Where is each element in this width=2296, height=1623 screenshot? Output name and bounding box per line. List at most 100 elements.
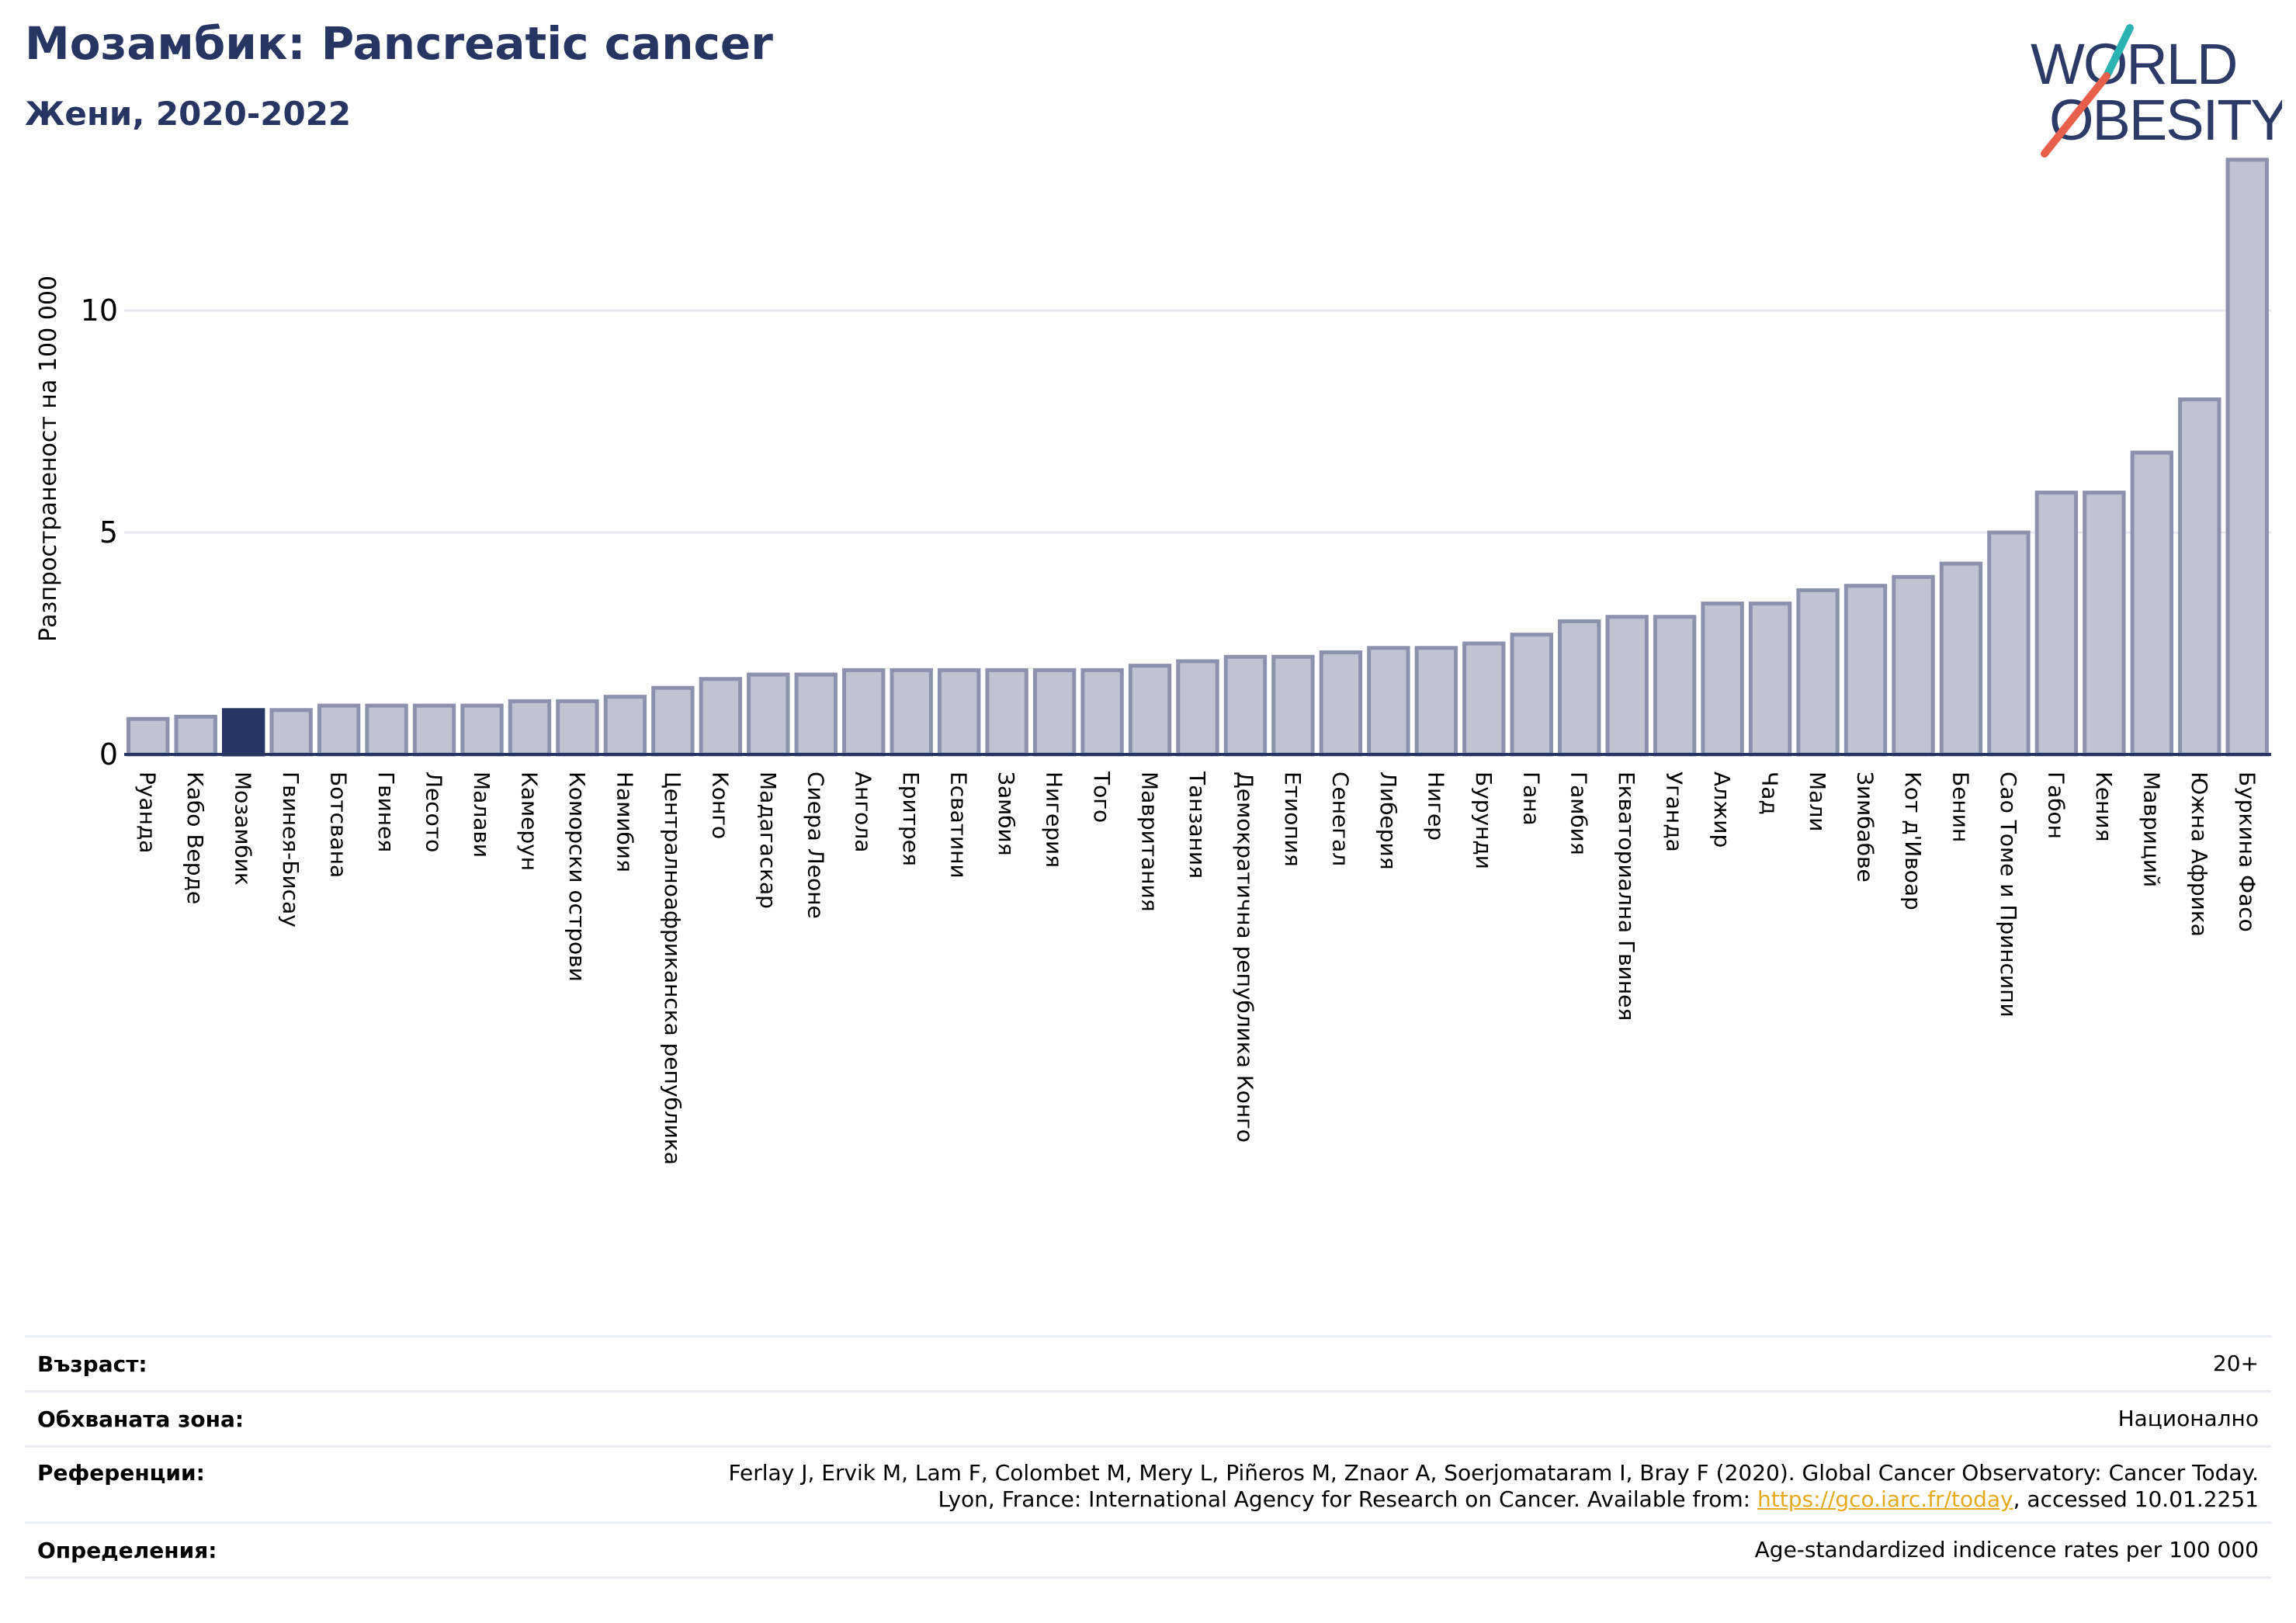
x-tick-label: Кения bbox=[2091, 772, 2117, 841]
definitions-value: Age-standardized indicence rates per 100… bbox=[1754, 1537, 2259, 1562]
x-tick-label: Мавриций bbox=[2138, 772, 2164, 887]
x-tick-label: Кабо Верде bbox=[182, 772, 208, 904]
info-row-age: Възраст: 20+ bbox=[25, 1335, 2271, 1390]
bar bbox=[556, 699, 599, 757]
x-tick-label: Мавритания bbox=[1137, 772, 1163, 912]
definitions-label: Определения: bbox=[37, 1537, 217, 1563]
logo-word-world: WORLD bbox=[2031, 32, 2236, 96]
logo-slash-teal bbox=[2103, 24, 2134, 80]
x-tick-label: Южна Африка bbox=[2187, 772, 2212, 937]
bar bbox=[1558, 619, 1601, 757]
gridlines bbox=[124, 309, 2271, 534]
bar bbox=[508, 699, 552, 757]
bar bbox=[412, 703, 456, 757]
x-tick-label: Етиопия bbox=[1280, 772, 1306, 867]
bar bbox=[2178, 397, 2221, 757]
area-label: Обхваната зона: bbox=[37, 1406, 245, 1432]
x-tick-label: Камерун bbox=[516, 772, 542, 871]
x-tick-label: Гвинея bbox=[373, 772, 399, 852]
x-tick-label: Алжир bbox=[1709, 772, 1735, 848]
bar bbox=[1271, 654, 1315, 757]
x-tick-label: Бенин bbox=[1947, 772, 1973, 842]
x-tick-label: Мали bbox=[1805, 772, 1830, 831]
x-tick-label: Мадагаскар bbox=[755, 772, 781, 909]
bar bbox=[651, 685, 695, 757]
chart-subtitle: Жени, 2020-2022 bbox=[25, 95, 352, 133]
age-label: Възраст: bbox=[37, 1351, 147, 1377]
x-tick-label: Конго bbox=[707, 772, 733, 839]
x-axis-ticks: Руанда Кабо Верде Мозамбик Гвинея-Бисау Ботс… bbox=[135, 771, 2260, 1165]
info-row-definitions: Определения: Age-standardized indicence … bbox=[25, 1521, 2271, 1579]
bar-chart: 0 5 10 Руанда Кабо Верде Мозамбик Гвинея-Биса… bbox=[35, 158, 2271, 1165]
x-tick-label: Сиера Леоне bbox=[803, 772, 828, 919]
x-tick-label: Замбия bbox=[994, 772, 1019, 856]
x-tick-label: Сенегал bbox=[1327, 772, 1353, 866]
info-row-area: Обхваната зона: Национално bbox=[25, 1390, 2271, 1445]
x-tick-label: Кот д'Ивоар bbox=[1900, 772, 1926, 910]
x-tick-label: Еритрея bbox=[898, 772, 924, 866]
x-tick-label: Габон bbox=[2043, 772, 2069, 839]
references-line-1: Ferlay J, Ervik M, Lam F, Colombet M, Me… bbox=[728, 1460, 2259, 1486]
x-tick-label: Бурунди bbox=[1471, 772, 1497, 869]
bar bbox=[794, 672, 838, 757]
x-tick-label: Есватини bbox=[946, 772, 972, 879]
references-label: Референции: bbox=[37, 1460, 205, 1486]
x-tick-label: Мозамбик bbox=[231, 772, 256, 886]
x-tick-label: Малави bbox=[469, 772, 494, 858]
y-tick-label: 5 bbox=[99, 515, 118, 550]
bar-highlighted bbox=[221, 708, 265, 757]
x-tick-label: Екваториална Гвинея bbox=[1614, 772, 1639, 1021]
bar bbox=[1843, 584, 1888, 757]
x-tick-label: Намибия bbox=[612, 772, 637, 872]
bar bbox=[1462, 641, 1506, 757]
bar bbox=[2225, 158, 2269, 757]
x-tick-label: Либерия bbox=[1375, 772, 1401, 870]
x-tick-label: Зимбабве bbox=[1853, 772, 1878, 883]
x-tick-label: Гвинея-Бисау bbox=[278, 772, 303, 928]
bar bbox=[1128, 664, 1172, 757]
x-tick-label: Ангола bbox=[851, 772, 876, 852]
bar bbox=[1892, 574, 1935, 757]
bar bbox=[1319, 650, 1363, 757]
x-tick-label: Демократична република Конго bbox=[1232, 772, 1257, 1143]
world-obesity-logo: WORLD OBESITY bbox=[2031, 24, 2282, 158]
bar bbox=[174, 714, 217, 757]
bar bbox=[603, 695, 647, 757]
bar bbox=[1223, 654, 1268, 757]
chart-title: Мозамбик: Pancreatic cancer bbox=[25, 17, 773, 70]
x-tick-label: Гана bbox=[1518, 772, 1544, 826]
bar bbox=[1987, 530, 2031, 757]
x-tick-label: Гамбия bbox=[1566, 772, 1592, 855]
bar bbox=[2083, 491, 2126, 757]
references-line-2-prefix: Lyon, France: International Agency for R… bbox=[938, 1486, 1757, 1512]
info-table: Възраст: 20+ Обхваната зона: Национално … bbox=[25, 1335, 2271, 1579]
bar bbox=[1176, 659, 1219, 757]
y-tick-label: 10 bbox=[81, 293, 118, 328]
x-tick-label: Танзания bbox=[1184, 771, 1210, 879]
y-axis-label: Разпространеност на 100 000 bbox=[35, 276, 62, 642]
bar bbox=[1367, 646, 1410, 757]
bar bbox=[699, 677, 743, 757]
x-tick-label: Централноафриканска република bbox=[660, 772, 685, 1165]
x-tick-label: Того bbox=[1089, 771, 1115, 823]
bar bbox=[2130, 450, 2174, 757]
info-row-references: Референции: Ferlay J, Ervik M, Lam F, Co… bbox=[25, 1445, 2271, 1521]
bar bbox=[269, 708, 313, 757]
bar bbox=[937, 668, 981, 757]
x-tick-label: Нигер bbox=[1423, 772, 1448, 841]
logo-slash-coral bbox=[2041, 72, 2110, 158]
references-link[interactable]: https://gco.iarc.fr/today bbox=[1757, 1486, 2013, 1512]
bar bbox=[1414, 646, 1458, 757]
x-tick-label: Руанда bbox=[135, 772, 161, 853]
bar bbox=[365, 703, 408, 757]
x-tick-label: Коморски острови bbox=[564, 772, 590, 982]
references-value: Ferlay J, Ervik M, Lam F, Colombet M, Me… bbox=[728, 1460, 2271, 1513]
bar bbox=[747, 672, 790, 757]
x-tick-label: Чад bbox=[1757, 772, 1783, 815]
bar bbox=[1510, 633, 1553, 757]
area-value: Национално bbox=[2117, 1406, 2259, 1431]
bar bbox=[1080, 668, 1124, 757]
bar bbox=[842, 668, 886, 757]
bar bbox=[1032, 668, 1077, 757]
bar bbox=[1605, 615, 1649, 757]
